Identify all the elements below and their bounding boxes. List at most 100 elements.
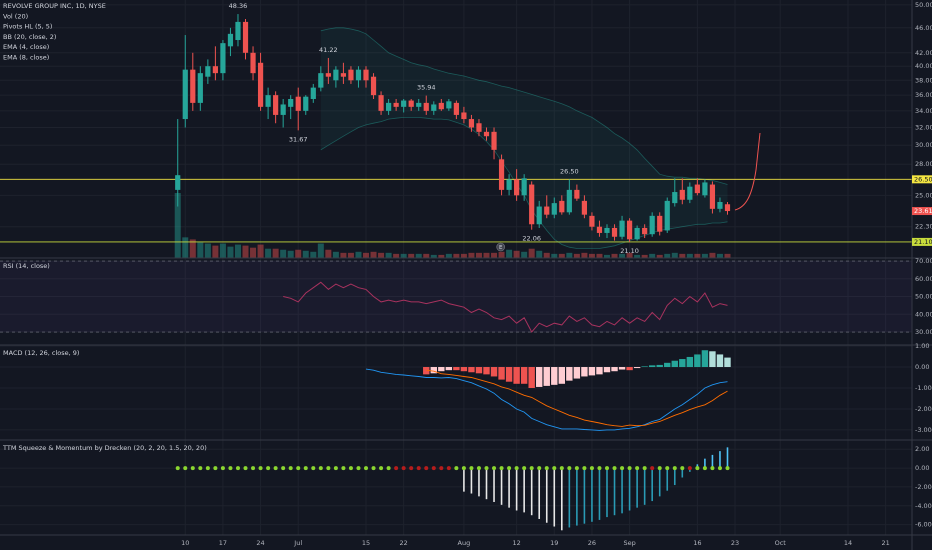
squeeze-dot	[454, 466, 459, 471]
volume-bar	[551, 253, 558, 258]
candle-body	[333, 69, 339, 81]
candle-body	[506, 179, 512, 190]
volume-bar	[265, 248, 272, 258]
candle-body	[611, 227, 618, 237]
y-tick-label: -3.00	[915, 426, 932, 434]
macd-bar	[686, 356, 694, 368]
volume-bar	[174, 192, 181, 258]
last-price-badge	[912, 207, 932, 216]
squeeze-dot	[552, 466, 557, 471]
y-tick-label: 40.00	[915, 62, 932, 70]
squeeze-dot	[409, 466, 414, 471]
squeeze-dot	[183, 466, 188, 471]
volume-bar	[272, 248, 279, 258]
candle-body	[310, 87, 316, 99]
macd-bar	[528, 367, 535, 388]
candle-body	[325, 73, 331, 77]
pivot-label: 35.94	[417, 84, 436, 92]
volume-bar	[219, 243, 226, 258]
y-tick-label: -2.00	[915, 483, 932, 491]
y-tick-label: -2.00	[915, 405, 932, 413]
volume-bar	[182, 237, 189, 258]
candle-body	[453, 102, 459, 115]
squeeze-dot	[424, 466, 429, 471]
squeeze-dot	[401, 466, 406, 471]
macd-bar	[709, 351, 716, 368]
squeeze-dot	[620, 466, 625, 471]
macd-bar	[656, 364, 663, 368]
x-tick-label: 14	[844, 539, 852, 547]
squeeze-dot	[507, 466, 512, 471]
squeeze-dot	[710, 466, 715, 471]
volume-bar	[310, 251, 317, 258]
volume-bar	[716, 253, 723, 258]
chart-title: REVOLVE GROUP INC, 1D, NYSE	[3, 2, 106, 10]
volume-bar	[566, 252, 573, 258]
squeeze-dot	[680, 466, 685, 471]
candle-body	[303, 96, 309, 111]
macd-bar	[671, 360, 678, 368]
volume-bar	[453, 253, 460, 258]
y-tick-label: 50.00	[915, 1, 932, 9]
squeeze-dot	[650, 466, 655, 471]
macd-bar	[520, 367, 528, 384]
candle-body	[348, 69, 354, 81]
squeeze-dot	[665, 466, 670, 471]
y-tick-label: 38.00	[915, 76, 932, 84]
macd-bar	[573, 367, 581, 379]
candle-body	[431, 104, 437, 111]
candle-body	[355, 69, 362, 81]
y-tick-label: 34.00	[915, 107, 932, 115]
macd-bar	[724, 357, 731, 368]
volume-bar	[619, 253, 626, 258]
indicator-label: BB (20, close, 2)	[3, 33, 56, 41]
candle-body	[619, 220, 625, 237]
indicator-label: Pivots HL (5, 5)	[3, 23, 52, 31]
x-tick-label: 23	[731, 539, 739, 547]
x-tick-label: 19	[550, 539, 558, 547]
volume-bar	[475, 252, 482, 258]
macd-bar	[596, 367, 603, 375]
squeeze-dot	[725, 466, 730, 471]
squeeze-dot	[364, 466, 369, 471]
level-label: 26.50	[914, 175, 932, 183]
volume-bar	[596, 253, 603, 258]
macd-bar	[611, 367, 618, 372]
candle-body	[566, 189, 572, 213]
candle-body	[536, 206, 542, 225]
candle-body	[649, 215, 655, 235]
x-tick-label: 24	[256, 539, 264, 547]
volume-bar	[347, 252, 354, 258]
volume-bar	[506, 249, 513, 258]
macd-bar	[581, 367, 588, 377]
indicator-label: Vol (20)	[3, 13, 28, 21]
volume-bar	[287, 250, 294, 258]
earnings-icon	[496, 242, 505, 252]
y-tick-label: 40.00	[915, 310, 932, 318]
pane-title: TTM Squeeze & Momentum by Drecken (20, 2…	[2, 444, 207, 452]
squeeze-dot	[333, 466, 338, 471]
macd-bar	[648, 365, 656, 368]
volume-bar	[528, 248, 535, 258]
volume-bar	[378, 252, 385, 258]
volume-bar	[423, 253, 430, 258]
squeeze-dot	[469, 466, 474, 471]
volume-bar	[513, 250, 520, 258]
projection	[734, 132, 761, 211]
volume-bar	[393, 253, 400, 258]
squeeze-dot	[273, 466, 278, 471]
x-tick-label: 10	[181, 539, 189, 547]
volume-bar	[197, 242, 204, 258]
volume-bar	[204, 243, 211, 258]
squeeze-dot	[371, 466, 376, 471]
volume-bar	[363, 252, 370, 258]
candle-body	[468, 119, 475, 128]
candle-body	[378, 95, 384, 111]
candle-body	[393, 102, 399, 107]
pivot-label: 41.22	[319, 46, 338, 54]
level-label: 21.10	[914, 238, 932, 246]
squeeze-dot	[311, 466, 316, 471]
volume-bar	[242, 245, 249, 258]
candle-body	[461, 112, 467, 120]
candle-body	[529, 184, 535, 225]
